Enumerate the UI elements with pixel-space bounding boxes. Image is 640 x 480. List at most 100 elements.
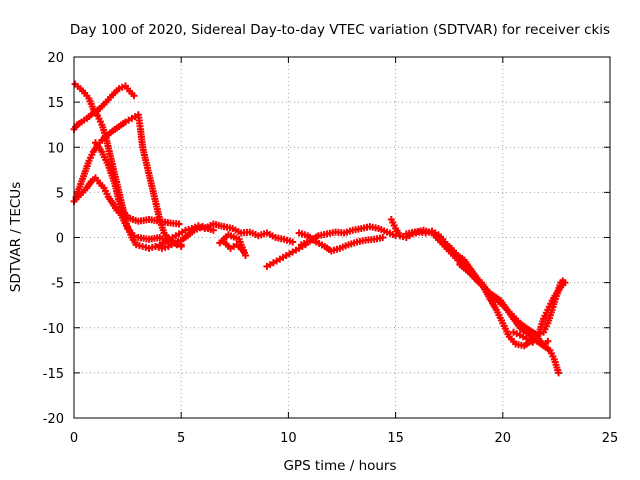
data-point (226, 224, 234, 232)
data-point (504, 330, 512, 338)
data-point (389, 230, 397, 238)
data-point (513, 330, 521, 338)
data-point (178, 228, 186, 236)
data-point (106, 150, 114, 158)
data-point (303, 238, 311, 246)
data-point (124, 85, 132, 93)
x-tick-label: 5 (177, 431, 185, 446)
data-point (342, 242, 350, 250)
x-tick-label: 0 (70, 431, 78, 446)
data-point (123, 220, 131, 228)
data-point (497, 299, 505, 307)
x-tick-label: 20 (495, 431, 512, 446)
data-point (266, 261, 274, 269)
series-track-4 (72, 111, 185, 251)
series-track-5 (91, 139, 217, 252)
data-point (118, 83, 126, 91)
plot-frame (73, 56, 611, 419)
data-point (79, 87, 87, 95)
data-point (131, 238, 139, 246)
data-point (547, 300, 555, 308)
data-point (142, 159, 150, 167)
data-point (408, 229, 416, 237)
x-tick-label: 10 (280, 431, 297, 446)
data-point (88, 103, 96, 111)
data-point (113, 87, 121, 95)
data-point (110, 177, 118, 185)
y-tick-label: -20 (43, 412, 64, 427)
data-point (269, 232, 277, 240)
data-point (83, 92, 91, 100)
data-point (498, 317, 506, 325)
y-tick-label: 0 (56, 232, 64, 247)
data-point (198, 223, 206, 231)
data-point (80, 116, 88, 124)
data-point (94, 177, 102, 185)
data-point (118, 208, 126, 216)
data-point (78, 177, 86, 185)
y-tick-label: 10 (47, 141, 64, 156)
data-point (114, 195, 122, 203)
data-point (522, 324, 530, 332)
data-point (292, 246, 300, 254)
y-tick-label: -15 (43, 367, 64, 382)
data-point (320, 230, 328, 238)
data-point (128, 90, 136, 98)
data-point (236, 238, 244, 246)
data-point (103, 159, 111, 167)
data-point (87, 111, 95, 119)
data-point (301, 231, 309, 239)
data-point (425, 228, 433, 236)
y-tick-label: 5 (56, 186, 64, 201)
data-point (452, 254, 460, 262)
data-point (539, 317, 547, 325)
data-point (135, 242, 143, 250)
data-point (505, 308, 513, 316)
grid (74, 57, 610, 418)
data-point (380, 227, 388, 235)
data-point (542, 309, 550, 317)
data-point (142, 243, 150, 251)
data-point (538, 340, 546, 348)
data-point (234, 227, 242, 235)
data-point (125, 116, 133, 124)
data-point (277, 235, 285, 243)
data-point (434, 236, 442, 244)
x-tick-label: 15 (387, 431, 404, 446)
data-point (555, 285, 563, 293)
x-tick-labels: 0 5 10 15 20 25 (70, 431, 618, 446)
data-point (155, 213, 163, 221)
data-point (312, 233, 320, 241)
series-track-6 (156, 220, 297, 249)
data-point (96, 118, 104, 126)
data-point (172, 220, 180, 228)
y-tick-label: 20 (47, 51, 64, 66)
data-point (549, 352, 557, 360)
data-point (346, 227, 354, 235)
data-point (88, 151, 96, 159)
data-point (106, 93, 114, 101)
data-point (390, 221, 398, 229)
data-point (103, 190, 111, 198)
x-tick-label: 25 (602, 431, 619, 446)
data-point (354, 225, 362, 233)
y-tick-labels: -20 -15 -10 -5 0 5 10 15 20 (43, 51, 64, 427)
data-point (491, 304, 499, 312)
data-point (476, 279, 484, 287)
data-point (534, 331, 542, 339)
series-track-2 (71, 80, 183, 228)
data-point (464, 268, 472, 276)
y-tick-label: -5 (51, 277, 64, 292)
data-point (174, 238, 182, 246)
chart-title: Day 100 of 2020, Sidereal Day-to-day VTE… (70, 22, 610, 38)
data-point (147, 177, 155, 185)
data-point (168, 241, 176, 249)
data-point (148, 243, 156, 251)
data-point (75, 119, 83, 127)
data-point (551, 292, 559, 300)
data-point (100, 100, 108, 108)
data-point (92, 110, 100, 118)
series-track-14 (510, 279, 569, 346)
data-point (285, 250, 293, 258)
